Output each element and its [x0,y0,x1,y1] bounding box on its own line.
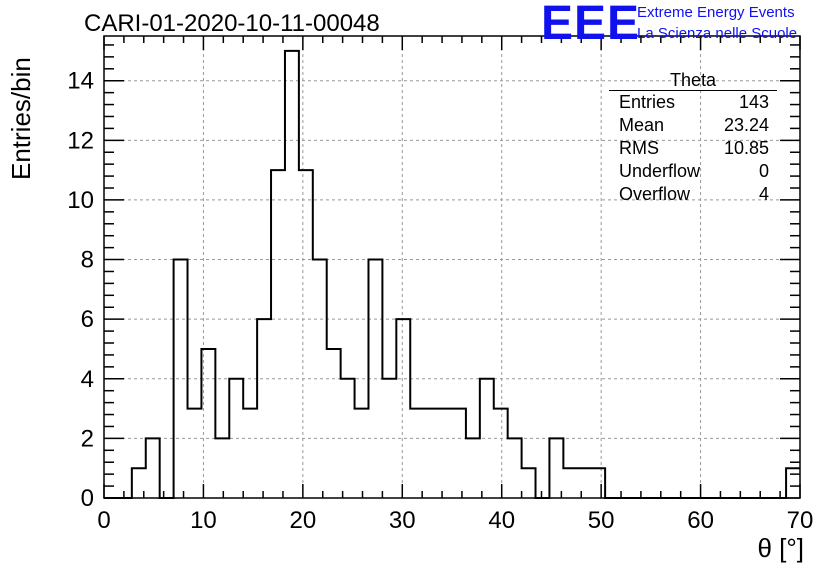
stats-label: Mean [619,115,665,135]
y-axis-label-wrapper: Entries/bin [0,0,36,180]
stats-label: Underflow [619,161,701,181]
stats-row-overflow: Overflow 4 [609,183,777,206]
x-tick-label: 20 [290,507,317,534]
x-tick-label: 40 [488,507,515,534]
plot-frame [103,35,801,499]
logo-subtitle-line1: Extreme Energy Events [637,4,795,21]
y-axis-label: Entries/bin [6,57,36,180]
stats-value: 0 [758,161,769,181]
y-tick-label: 12 [67,127,94,154]
stats-box-title: Theta [609,70,777,91]
y-tick-label: 2 [81,425,94,452]
x-tick-label: 70 [787,507,814,534]
y-tick-label: 14 [67,68,94,95]
logo-subtitle-line2: La Scienza nelle Scuole [637,25,798,42]
chart-title: CARI-01-2020-10-11-00048 [84,10,380,37]
stats-row-mean: Mean 23.24 [609,114,777,137]
eee-logo: EEE [541,0,641,50]
x-axis-label: θ [°] [757,533,804,563]
stats-label: Overflow [619,184,691,204]
stats-row-underflow: Underflow 0 [609,160,777,183]
y-tick-label: 8 [81,247,94,274]
y-tick-label: 0 [81,485,94,512]
stats-row-entries: Entries 143 [609,91,777,114]
y-tick-label: 10 [67,187,94,214]
x-tick-label: 50 [588,507,615,534]
stats-label: RMS [619,138,659,158]
y-tick-labels: 0 2 4 6 8 10 12 14 [67,68,94,512]
x-tick-label: 30 [389,507,416,534]
stats-value: 10.85 [723,138,769,158]
x-tick-labels: 0 10 20 30 40 50 60 70 [97,507,813,534]
stats-box: Theta Entries 143 Mean 23.24 RMS 10.85 U… [609,70,777,206]
stats-value: 4 [758,184,769,204]
stats-value: 143 [738,92,769,112]
x-tick-label: 10 [190,507,217,534]
stats-label: Entries [619,92,676,112]
y-tick-label: 4 [81,366,94,393]
stats-row-rms: RMS 10.85 [609,137,777,160]
x-tick-label: 60 [687,507,714,534]
x-tick-label: 0 [97,507,110,534]
y-tick-label: 6 [81,306,94,333]
stats-value: 23.24 [723,115,769,135]
